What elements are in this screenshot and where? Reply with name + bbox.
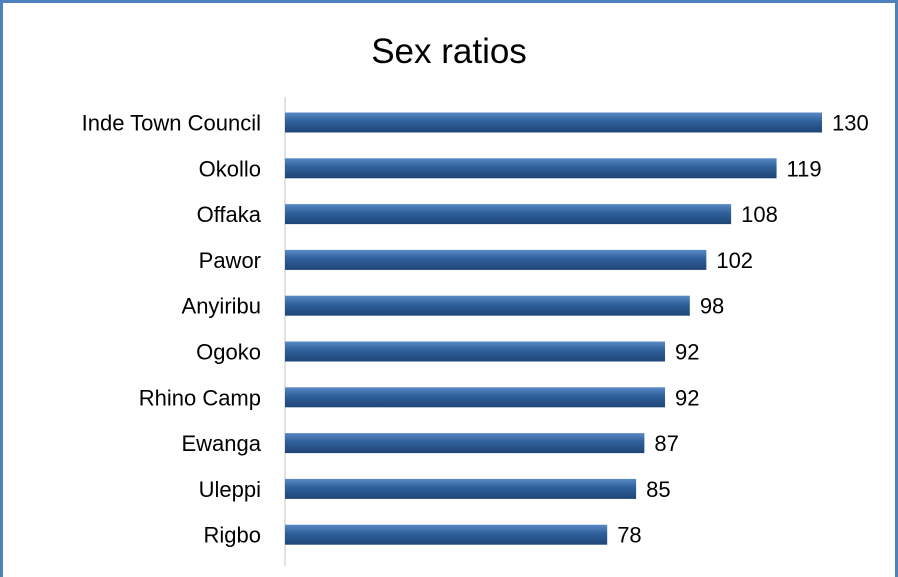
category-label: Ogoko xyxy=(196,340,261,365)
category-label: Rigbo xyxy=(204,523,261,548)
category-label: Rhino Camp xyxy=(139,385,261,410)
data-label: 130 xyxy=(832,111,869,136)
bars-group: Inde Town Council 130 Okollo 119 Offaka 108 Pa… xyxy=(82,111,869,548)
bar-pawor xyxy=(285,249,707,270)
category-label: Okollo xyxy=(199,156,261,181)
category-label: Uleppi xyxy=(199,477,261,502)
bar-rhino-camp xyxy=(285,387,666,408)
bar-ogoko xyxy=(285,341,666,362)
chart-title: Sex ratios xyxy=(371,32,527,71)
bar-okollo xyxy=(285,158,777,179)
data-label: 108 xyxy=(741,202,778,227)
bar-rigbo xyxy=(285,524,608,545)
bar-offaka xyxy=(285,204,732,225)
bar-inde-town-council xyxy=(285,112,822,133)
data-label: 87 xyxy=(654,431,678,456)
category-label: Anyiribu xyxy=(182,294,261,319)
bar-anyiribu xyxy=(285,295,690,316)
category-label: Pawor xyxy=(199,248,261,273)
data-label: 85 xyxy=(646,477,670,502)
data-label: 92 xyxy=(675,340,699,365)
bar-ewanga xyxy=(285,433,645,454)
data-label: 98 xyxy=(700,294,724,319)
data-label: 119 xyxy=(787,156,822,181)
data-label: 78 xyxy=(617,523,641,548)
data-label: 102 xyxy=(716,248,753,273)
category-label: Offaka xyxy=(197,202,262,227)
bar-uleppi xyxy=(285,478,637,499)
category-label: Inde Town Council xyxy=(82,111,261,136)
data-label: 92 xyxy=(675,385,699,410)
category-label: Ewanga xyxy=(181,431,261,456)
